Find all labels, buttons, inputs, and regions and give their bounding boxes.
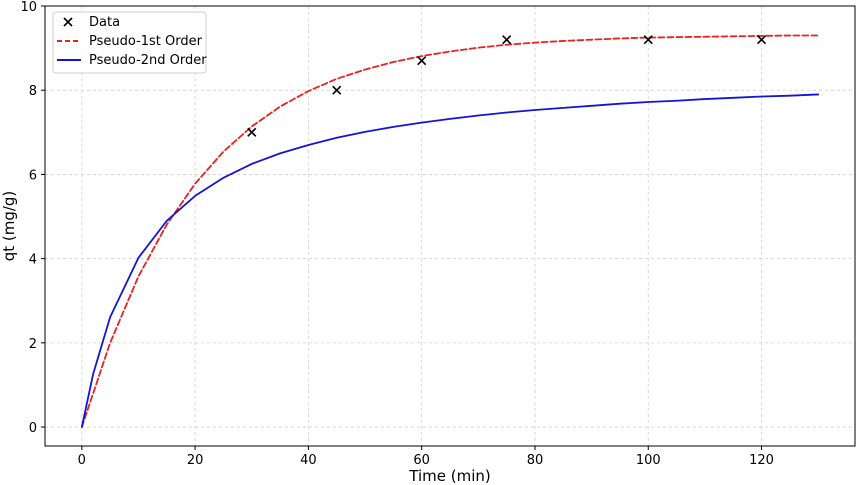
- x-tick-label: 0: [78, 453, 86, 468]
- x-tick-label: 80: [527, 453, 544, 468]
- legend-box: [52, 11, 207, 74]
- series-line-pseudo-1st-order: [80, 34, 820, 428]
- y-tick-label: 2: [29, 337, 37, 352]
- x-tick-label: 40: [300, 453, 317, 468]
- series-layer: [80, 34, 820, 428]
- x-axis-ticks: 0 20 40 60 80 100 120: [78, 446, 774, 468]
- x-axis-label: Time (min): [408, 467, 490, 485]
- data-point: [502, 35, 512, 45]
- legend-marker-data: [63, 17, 73, 27]
- data-points: [247, 35, 767, 137]
- legend-label-pseudo-1st: Pseudo-1st Order: [89, 34, 203, 49]
- legend-label-pseudo-2nd: Pseudo-2nd Order: [89, 53, 207, 68]
- y-axis-ticks: 0 2 4 6 8 10: [20, 0, 45, 436]
- y-axis-label: qt (mg/g): [0, 191, 18, 262]
- legend: Data Pseudo-1st Order Pseudo-2nd Order: [52, 11, 207, 74]
- x-tick-label: 20: [187, 453, 204, 468]
- y-tick-label: 10: [20, 0, 37, 15]
- legend-label-data: Data: [89, 15, 120, 30]
- y-tick-label: 6: [29, 168, 37, 183]
- y-tick-label: 8: [29, 84, 37, 99]
- y-tick-label: 0: [29, 421, 37, 436]
- data-point: [756, 35, 767, 45]
- x-tick-label: 60: [413, 453, 430, 468]
- plot-frame: [44, 5, 856, 447]
- x-tick-label: 120: [749, 453, 774, 468]
- data-point: [417, 56, 427, 66]
- data-point: [332, 85, 342, 95]
- y-tick-label: 4: [29, 253, 37, 268]
- data-point: [643, 35, 653, 45]
- series-line-pseudo-2nd-order: [80, 93, 820, 428]
- x-tick-label: 100: [636, 453, 661, 468]
- data-point: [247, 127, 257, 137]
